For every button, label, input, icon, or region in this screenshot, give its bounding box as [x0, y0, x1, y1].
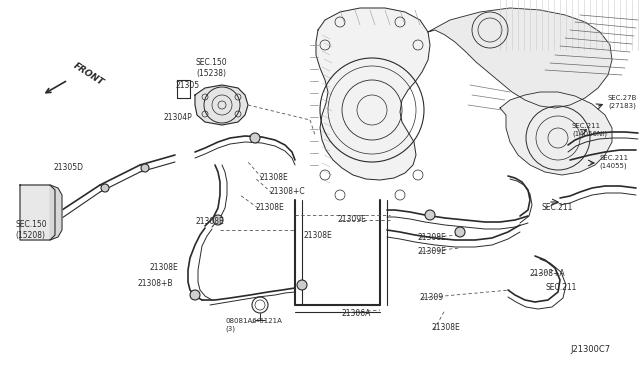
Text: J21300C7: J21300C7 [570, 346, 610, 355]
Text: 21308E: 21308E [418, 234, 447, 243]
Text: 21308E: 21308E [432, 324, 461, 333]
Text: 21305D: 21305D [53, 163, 83, 171]
Text: 21308E: 21308E [150, 263, 179, 273]
Text: 21308+A: 21308+A [530, 269, 566, 278]
Text: SEC.211: SEC.211 [545, 282, 577, 292]
Text: SEC.27B
(27183): SEC.27B (27183) [608, 95, 637, 109]
Text: 21305: 21305 [175, 80, 199, 90]
Text: 08081A6-6121A
(3): 08081A6-6121A (3) [225, 318, 282, 332]
Text: 21309E: 21309E [418, 247, 447, 257]
Circle shape [190, 290, 200, 300]
Circle shape [101, 184, 109, 192]
Text: SEC.211: SEC.211 [542, 202, 573, 212]
Text: 21308E: 21308E [260, 173, 289, 183]
Circle shape [425, 210, 435, 220]
Text: SEC.211
(14055): SEC.211 (14055) [599, 155, 628, 169]
Polygon shape [195, 85, 248, 125]
Text: SEC.150
(15238): SEC.150 (15238) [196, 58, 228, 78]
Text: 21308E: 21308E [303, 231, 332, 240]
Text: 21308E: 21308E [195, 218, 224, 227]
Text: 21308+B: 21308+B [138, 279, 173, 288]
Text: SEC.211
(14056NI): SEC.211 (14056NI) [572, 123, 607, 137]
Text: 21306A: 21306A [342, 308, 371, 317]
Polygon shape [500, 92, 612, 175]
Circle shape [297, 280, 307, 290]
Text: FRONT: FRONT [72, 61, 106, 87]
Circle shape [250, 133, 260, 143]
Circle shape [141, 164, 149, 172]
Polygon shape [20, 185, 55, 240]
Text: 21304P: 21304P [163, 113, 192, 122]
Text: 21309: 21309 [420, 292, 444, 301]
Polygon shape [428, 8, 612, 108]
Circle shape [455, 227, 465, 237]
Text: 21308E: 21308E [256, 202, 285, 212]
Circle shape [213, 215, 223, 225]
Text: 21308+C: 21308+C [270, 187, 306, 196]
Text: 21309E: 21309E [337, 215, 366, 224]
Polygon shape [50, 185, 62, 240]
Polygon shape [316, 8, 430, 180]
Text: SEC.150
(15208): SEC.150 (15208) [15, 220, 47, 240]
